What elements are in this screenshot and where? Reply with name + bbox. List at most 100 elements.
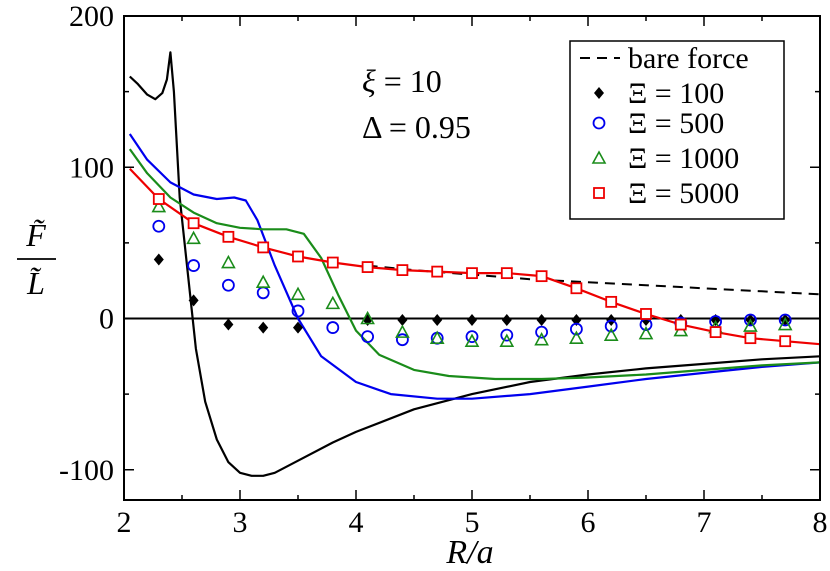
data-point-diamond bbox=[153, 253, 164, 266]
x-tick-label: 4 bbox=[349, 506, 364, 539]
legend-marker-triangle bbox=[591, 150, 607, 164]
legend-box bbox=[569, 40, 785, 220]
data-point-square bbox=[605, 295, 618, 308]
tick-layer: 2 3 4 5 6 7 8 -100 0 100 200 bbox=[59, 0, 828, 539]
x-tick-label: 3 bbox=[233, 506, 248, 539]
data-point-triangle bbox=[255, 274, 271, 289]
data-point-square bbox=[744, 332, 757, 345]
data-point-diamond bbox=[223, 318, 234, 331]
legend-label: Ξ = 100 bbox=[628, 77, 724, 110]
data-point-diamond bbox=[258, 321, 269, 334]
data-point-square bbox=[500, 267, 513, 280]
legend-marker-square bbox=[593, 187, 605, 199]
data-point-square bbox=[466, 267, 478, 280]
data-point-square bbox=[326, 256, 339, 269]
annotation-delta-value: = 0.95 bbox=[381, 109, 471, 145]
data-point-triangle bbox=[603, 327, 619, 341]
data-point-circle bbox=[778, 313, 792, 327]
x-tick-label: 5 bbox=[465, 506, 480, 539]
data-point-triangle bbox=[325, 295, 341, 310]
annotation-xi-value: = 10 bbox=[376, 63, 442, 99]
data-point-circle bbox=[535, 325, 548, 339]
data-point-diamond bbox=[501, 314, 512, 327]
data-point-triangle bbox=[743, 318, 758, 332]
data-point-square bbox=[535, 270, 548, 283]
data-point-triangle bbox=[499, 333, 515, 347]
data-point-square bbox=[222, 230, 235, 243]
annotation-xi-symbol: ξ bbox=[362, 63, 376, 99]
annotation-xi: ξ = 10 bbox=[362, 63, 442, 99]
data-point-circle bbox=[326, 321, 340, 334]
data-point-triangle bbox=[534, 332, 549, 346]
data-point-square bbox=[570, 282, 583, 295]
marker-layer bbox=[151, 193, 793, 348]
legend-label: Ξ = 5000 bbox=[628, 177, 739, 210]
data-point-triangle bbox=[151, 198, 167, 213]
x-tick-label: 8 bbox=[813, 506, 828, 539]
data-point-circle bbox=[256, 286, 270, 300]
y-tick-label: -100 bbox=[59, 454, 114, 487]
data-point-triangle bbox=[429, 330, 445, 344]
data-point-diamond bbox=[397, 314, 408, 327]
data-point-triangle bbox=[395, 324, 410, 338]
data-point-diamond bbox=[432, 314, 443, 327]
data-point-triangle bbox=[186, 230, 201, 245]
data-point-circle bbox=[291, 304, 305, 318]
y-tick-label: 100 bbox=[69, 151, 114, 184]
data-point-circle bbox=[500, 328, 514, 342]
x-tick-label: 2 bbox=[117, 506, 132, 539]
x-tick-label: 7 bbox=[697, 506, 712, 539]
data-point-circle bbox=[744, 313, 757, 327]
data-point-square bbox=[779, 335, 792, 348]
data-point-circle bbox=[604, 319, 618, 333]
data-point-circle bbox=[570, 322, 583, 336]
data-point-square bbox=[257, 241, 270, 254]
data-point-diamond bbox=[293, 321, 303, 334]
data-point-triangle bbox=[360, 310, 375, 325]
x-tick-label: 6 bbox=[581, 506, 596, 539]
data-point-square bbox=[674, 318, 687, 331]
y-tick-label: 0 bbox=[99, 303, 114, 336]
y-axis-title: F̃ L̃ bbox=[17, 217, 56, 301]
data-point-diamond bbox=[571, 314, 582, 327]
data-point-triangle bbox=[290, 286, 306, 301]
data-point-diamond bbox=[536, 314, 547, 327]
data-point-square bbox=[709, 326, 722, 339]
y-axis-title-numerator: F̃ bbox=[25, 217, 46, 253]
annotation-delta-symbol: Δ bbox=[362, 109, 382, 145]
data-point-square bbox=[361, 261, 374, 273]
legend-marker-diamond bbox=[594, 87, 604, 99]
data-point-triangle bbox=[569, 330, 584, 344]
data-point-square bbox=[640, 308, 652, 320]
series-line-triangle bbox=[128, 148, 821, 381]
data-point-circle bbox=[221, 278, 235, 292]
data-point-square bbox=[292, 250, 304, 263]
data-point-circle bbox=[187, 259, 201, 272]
y-tick-label: 200 bbox=[69, 0, 114, 33]
series-line-bare-force bbox=[367, 264, 821, 296]
legend-label: bare force bbox=[628, 42, 749, 75]
data-point-circle bbox=[465, 330, 479, 344]
data-point-triangle bbox=[221, 254, 236, 269]
data-point-triangle bbox=[464, 333, 480, 347]
data-point-square bbox=[431, 265, 444, 278]
data-point-triangle bbox=[638, 325, 654, 340]
legend-label: Ξ = 1000 bbox=[628, 142, 739, 175]
legend-marker-circle bbox=[592, 116, 606, 130]
data-point-circle bbox=[395, 333, 409, 347]
y-axis-title-denominator: L̃ bbox=[26, 265, 45, 301]
annotation-delta: Δ = 0.95 bbox=[362, 109, 471, 145]
data-point-square bbox=[152, 193, 165, 205]
legend-label: Ξ = 500 bbox=[628, 107, 724, 140]
data-point-diamond bbox=[467, 314, 477, 327]
data-point-triangle bbox=[777, 316, 793, 331]
data-point-square bbox=[396, 264, 409, 277]
data-point-square bbox=[187, 217, 200, 230]
data-point-diamond bbox=[188, 294, 199, 307]
series-line-circle bbox=[128, 133, 821, 400]
x-axis-title: R/a bbox=[445, 534, 493, 571]
data-point-circle bbox=[361, 330, 375, 344]
